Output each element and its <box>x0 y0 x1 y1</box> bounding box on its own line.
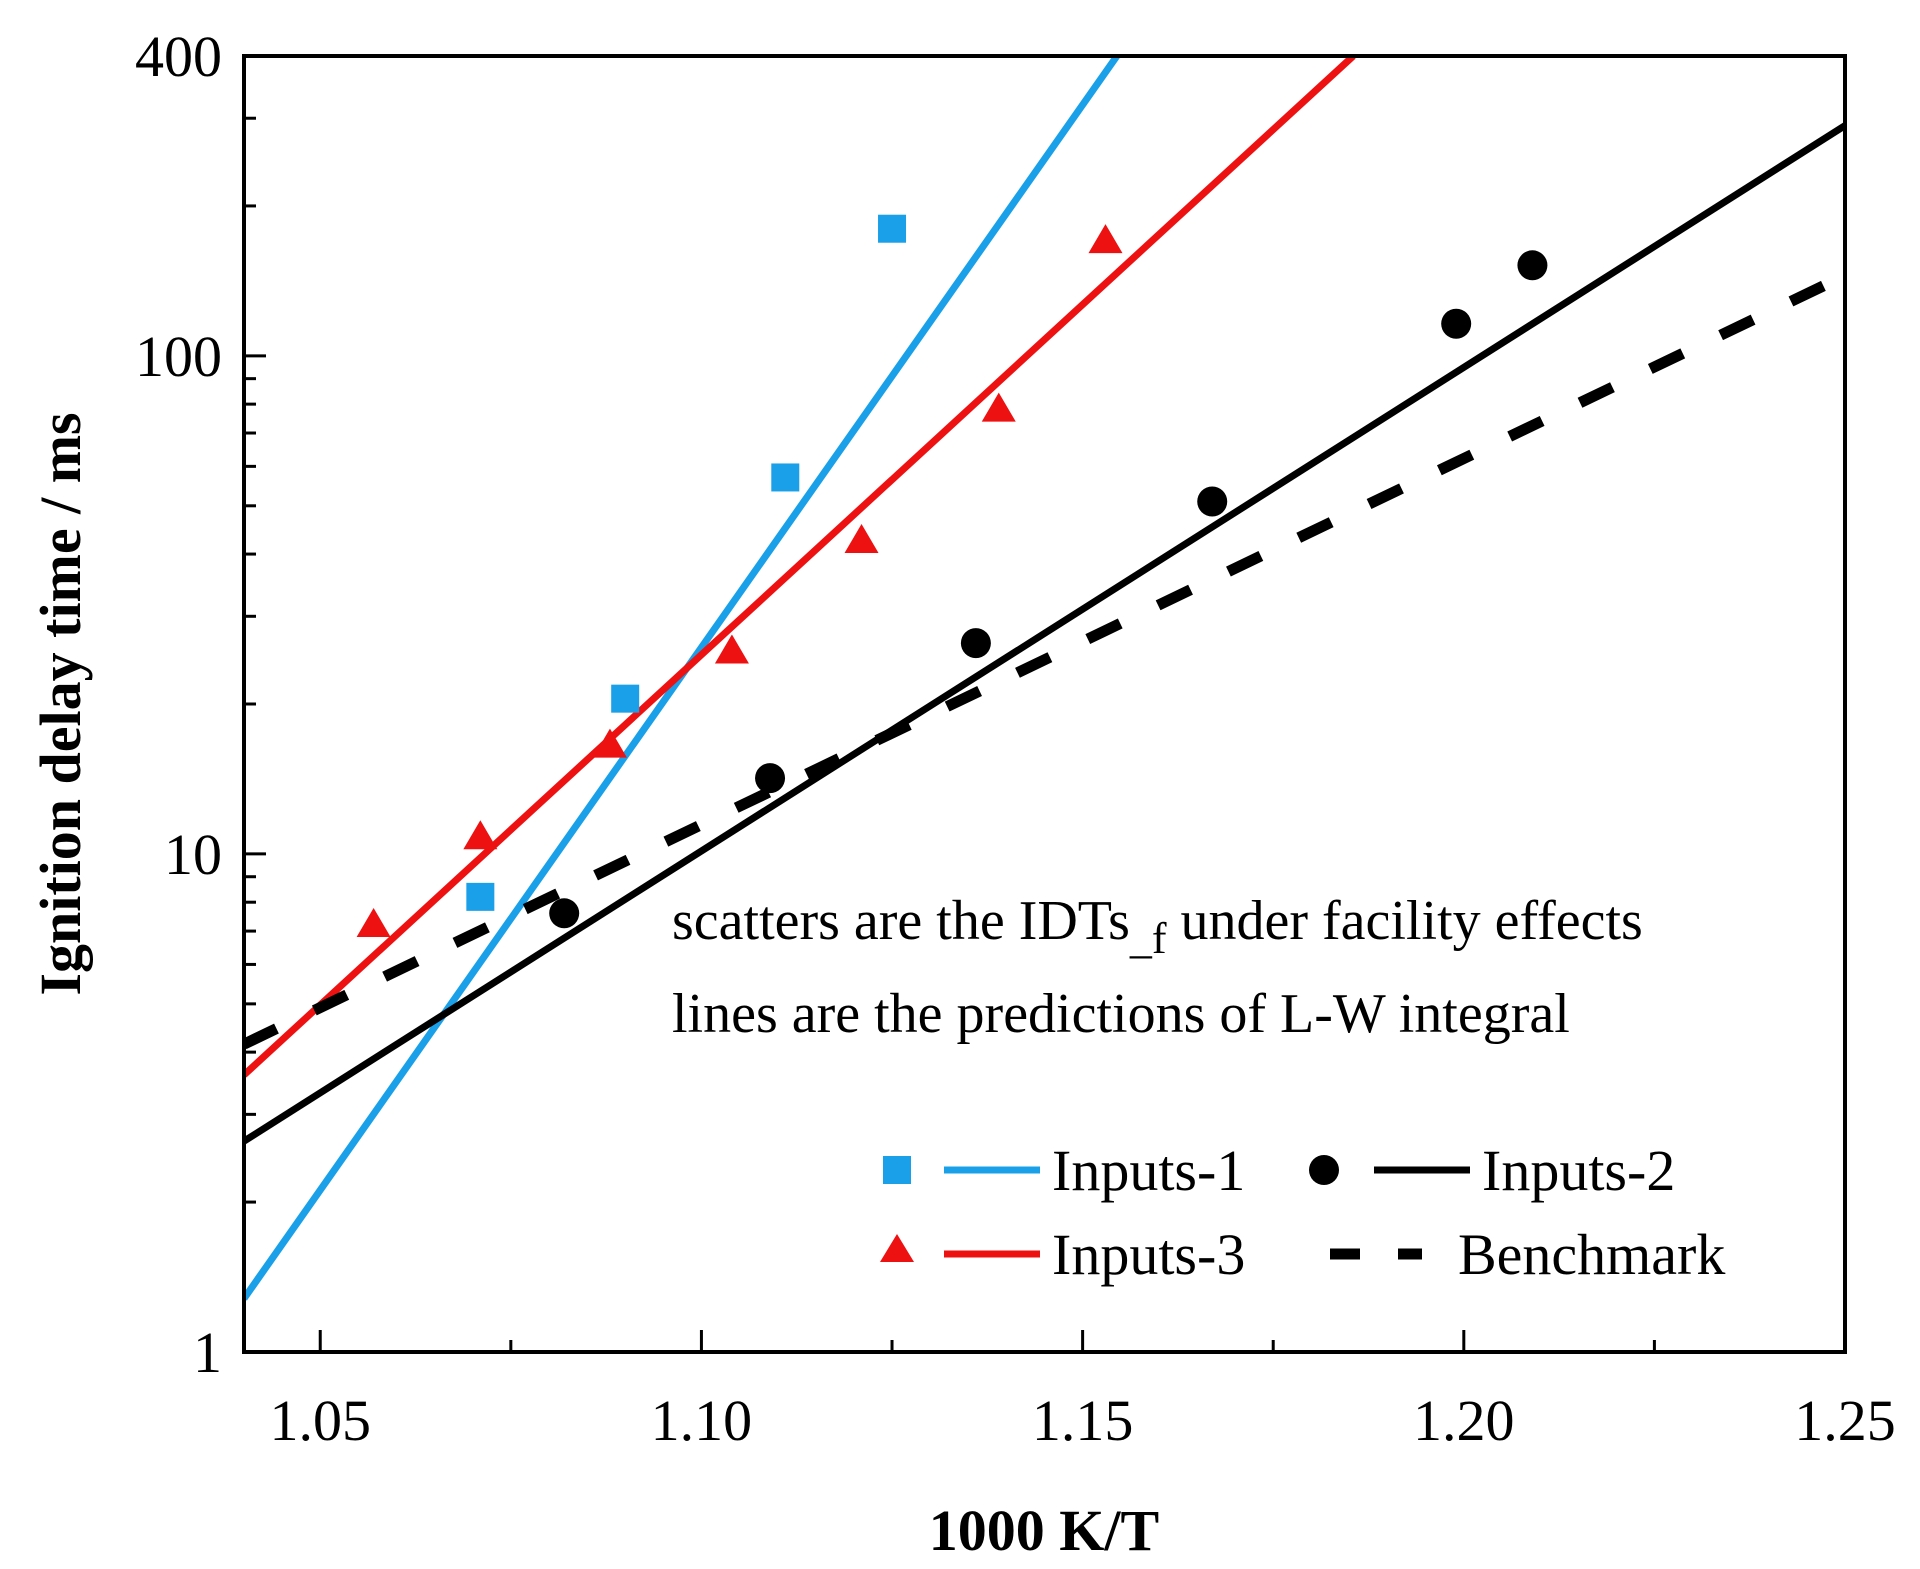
x-tick-label-0: 1.05 <box>269 1388 371 1453</box>
point-inputs-1-3 <box>878 214 907 243</box>
x-tick-label-4: 1.25 <box>1794 1388 1896 1453</box>
series-line-inputs-3 <box>244 56 1356 1078</box>
legend-marker-inputs-2 <box>1309 1155 1339 1185</box>
legend: Inputs-1 Inputs-2 Inputs-3 Benchmark <box>880 1138 1725 1287</box>
point-inputs-3-2 <box>592 728 627 758</box>
legend-marker-inputs-3 <box>880 1234 914 1262</box>
point-inputs-3-5 <box>981 392 1016 422</box>
point-inputs-2-1 <box>755 763 786 794</box>
point-inputs-3-1 <box>463 820 498 850</box>
point-inputs-2-5 <box>1517 250 1548 281</box>
point-inputs-1-2 <box>771 463 800 492</box>
y-axis-title: Ignition delay time / ms <box>28 412 93 995</box>
x-axis-title: 1000 K/T <box>929 1498 1159 1563</box>
point-inputs-3-4 <box>844 523 879 553</box>
plot-frame <box>242 54 1847 1354</box>
point-inputs-1-1 <box>611 684 640 713</box>
point-inputs-2-2 <box>960 628 991 659</box>
y-tick-label-1: 10 <box>164 822 222 887</box>
series-layer <box>244 56 1845 1301</box>
y-tick-label-2: 100 <box>135 324 222 389</box>
point-inputs-2-3 <box>1197 486 1228 517</box>
point-inputs-1-0 <box>466 882 495 911</box>
point-inputs-3-0 <box>356 907 391 937</box>
annotation-line-1-tail: under facility effects <box>1167 890 1643 952</box>
annotation-line-1-main: scatters are the IDTs <box>672 890 1130 952</box>
x-tick-label-1: 1.10 <box>651 1388 753 1453</box>
annotation-line-1: scatters are the IDTs_f under facility e… <box>672 890 1643 963</box>
point-inputs-2-0 <box>549 898 580 929</box>
annotation-line-1-subscript: _f <box>1129 914 1167 963</box>
legend-label-benchmark: Benchmark <box>1458 1222 1725 1287</box>
series-line-benchmark <box>244 270 1845 1050</box>
point-inputs-2-4 <box>1441 308 1472 339</box>
point-inputs-3-6 <box>1088 224 1123 254</box>
series-line-inputs-2 <box>244 122 1845 1145</box>
annotation-line-2: lines are the predictions of L-W integra… <box>672 983 1570 1045</box>
y-tick-label-3: 400 <box>135 24 222 89</box>
legend-label-inputs-3: Inputs-3 <box>1052 1222 1245 1287</box>
legend-marker-inputs-1 <box>883 1156 911 1184</box>
y-tick-label-0: 1 <box>193 1320 222 1385</box>
series-lines <box>244 56 1845 1301</box>
legend-label-inputs-1: Inputs-1 <box>1052 1138 1245 1203</box>
point-inputs-3-3 <box>714 634 749 664</box>
x-tick-label-2: 1.15 <box>1032 1388 1134 1453</box>
x-tick-label-3: 1.20 <box>1413 1388 1515 1453</box>
ticks-layer: 1.05 1.10 1.15 1.20 1.25 1 10 100 400 <box>135 24 1896 1453</box>
legend-label-inputs-2: Inputs-2 <box>1482 1138 1675 1203</box>
